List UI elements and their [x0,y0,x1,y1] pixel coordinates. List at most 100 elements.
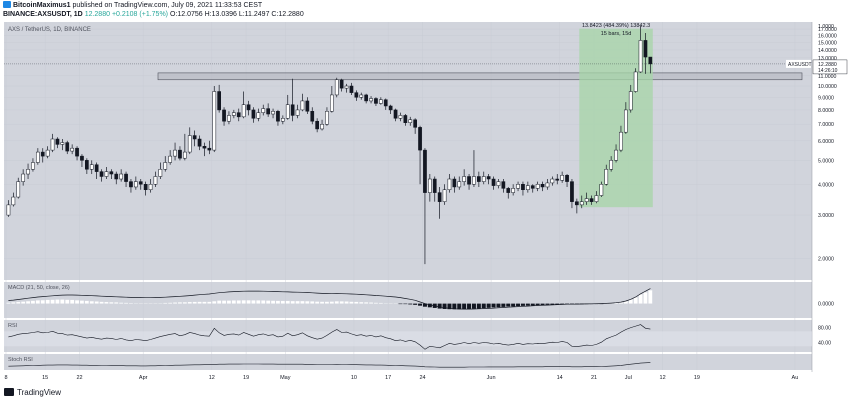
candle[interactable] [339,78,344,92]
candle[interactable] [50,133,55,153]
candle[interactable] [281,115,285,125]
tradingview-logo[interactable]: TradingView [4,388,61,397]
candle[interactable] [45,146,50,159]
candle[interactable] [158,162,163,180]
candle[interactable] [570,179,574,209]
candle[interactable] [628,84,633,113]
candle[interactable] [192,130,197,147]
candle[interactable] [70,144,75,155]
candle[interactable] [89,160,94,175]
candle[interactable] [197,135,202,151]
candle[interactable] [354,90,359,101]
candle[interactable] [579,195,584,209]
candle[interactable] [403,114,408,126]
candle[interactable] [334,77,339,98]
candle[interactable] [300,93,305,112]
candle[interactable] [560,171,564,183]
candle[interactable] [212,86,217,153]
candle[interactable] [168,150,173,165]
candle[interactable] [462,169,466,186]
candle[interactable] [614,144,618,163]
chart-svg[interactable]: AXS / TetherUS, 1D, BINANCE MACD (21, 50,… [0,22,850,383]
candle[interactable] [134,176,138,190]
candle[interactable] [418,125,422,185]
candle[interactable] [217,84,222,113]
candle[interactable] [94,162,99,180]
candle[interactable] [178,146,182,161]
candle[interactable] [437,186,442,219]
candle[interactable] [599,181,604,198]
candle[interactable] [442,184,447,205]
candle[interactable] [526,181,530,193]
candle[interactable] [540,181,545,192]
candle[interactable] [643,32,648,74]
candle[interactable] [374,97,378,106]
candle[interactable] [187,127,192,155]
candle[interactable] [555,174,560,185]
candle[interactable] [584,192,589,205]
candle[interactable] [530,184,535,193]
candle[interactable] [310,107,315,125]
candle[interactable] [408,116,413,126]
candle[interactable] [315,118,319,133]
candle[interactable] [506,186,511,199]
candle[interactable] [124,171,128,187]
candle[interactable] [472,150,476,187]
candle[interactable] [624,102,628,134]
candle[interactable] [75,146,79,161]
candle[interactable] [222,107,226,126]
candle[interactable] [428,174,432,202]
candle[interactable] [349,82,354,95]
candle[interactable] [21,169,25,186]
candle[interactable] [65,140,70,155]
candle[interactable] [26,163,30,180]
candle[interactable] [261,104,266,116]
candle[interactable] [516,181,520,192]
candle[interactable] [388,104,393,115]
candle[interactable] [202,142,207,157]
candle[interactable] [207,140,212,155]
candle[interactable] [330,86,334,113]
candle[interactable] [491,176,496,190]
candle[interactable] [486,174,491,185]
candle[interactable] [496,179,501,189]
candle[interactable] [383,98,388,110]
price-pane[interactable] [4,22,812,280]
candle[interactable] [36,148,40,165]
candle[interactable] [6,200,11,217]
candle[interactable] [31,158,35,172]
candle[interactable] [183,133,187,161]
candle[interactable] [648,56,653,74]
candle[interactable] [457,176,462,190]
candle[interactable] [364,93,368,104]
chart-area[interactable]: AXS / TetherUS, 1D, BINANCE MACD (21, 50,… [0,22,850,383]
candle[interactable] [521,181,525,196]
candle[interactable] [432,176,437,202]
candle[interactable] [320,119,324,131]
candle[interactable] [604,164,609,186]
candle[interactable] [173,142,177,161]
candle[interactable] [413,118,417,134]
candle[interactable] [550,176,555,186]
resistance-zone[interactable] [157,72,803,81]
candle[interactable] [575,198,579,214]
candle[interactable] [104,166,109,180]
candle[interactable] [85,158,89,175]
author-name[interactable]: BitcoinMaximus1 [13,2,71,9]
candle[interactable] [545,179,550,190]
candle[interactable] [423,148,427,265]
candle[interactable] [589,195,594,205]
candle[interactable] [251,107,256,123]
candle[interactable] [16,177,21,199]
price-axis[interactable] [812,22,850,383]
candle[interactable] [535,181,540,192]
candle[interactable] [55,137,60,149]
candle[interactable] [393,108,398,122]
candle[interactable] [148,179,153,193]
candle[interactable] [256,108,261,122]
candle[interactable] [276,109,280,126]
candle[interactable] [305,97,310,115]
candle[interactable] [40,148,45,163]
candle[interactable] [236,108,241,122]
candle[interactable] [271,108,275,119]
